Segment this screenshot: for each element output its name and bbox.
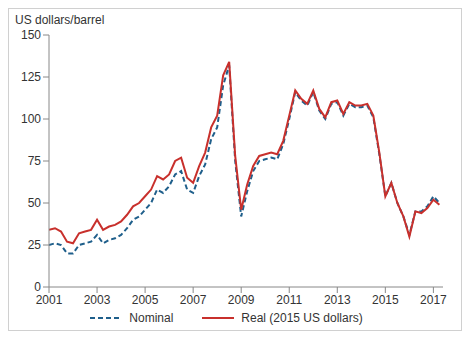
svg-text:2007: 2007 [180,293,207,307]
svg-text:25: 25 [28,238,42,252]
svg-text:0: 0 [34,280,41,294]
html-text:Real (2015 US dollars): Real (2015 US dollars) [241,311,363,325]
svg-text:50: 50 [28,196,42,210]
svg-text:2003: 2003 [84,293,111,307]
svg-text:2005: 2005 [132,293,159,307]
svg-text:2001: 2001 [36,293,63,307]
svg-text:2015: 2015 [372,293,399,307]
svg-text:125: 125 [21,70,41,84]
html-text:US dollars/barrel: US dollars/barrel [15,13,105,27]
svg-text:2013: 2013 [324,293,351,307]
svg-text:2009: 2009 [228,293,255,307]
svg-text:75: 75 [28,154,42,168]
svg-text:2011: 2011 [276,293,302,307]
html-text:Nominal: Nominal [129,311,174,325]
svg-text:2017: 2017 [420,293,447,307]
svg-text:150: 150 [21,29,41,42]
svg-text:100: 100 [21,112,41,126]
